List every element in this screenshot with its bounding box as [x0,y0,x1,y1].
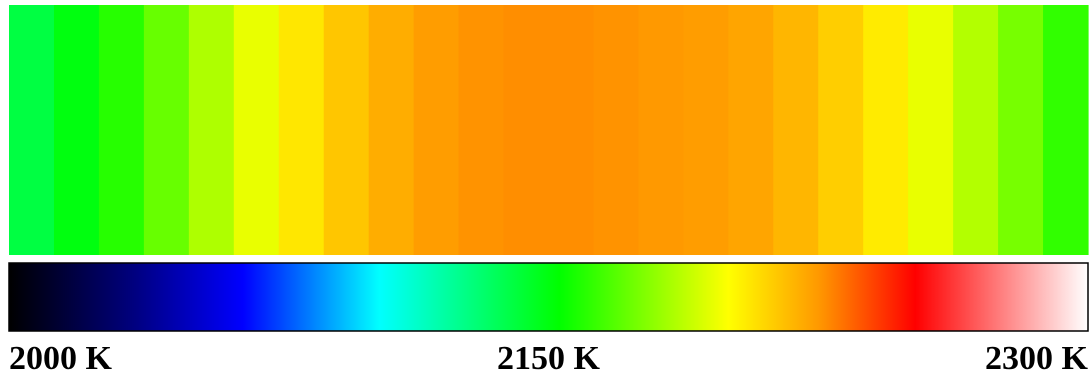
map-column [818,5,864,255]
map-column [908,5,954,255]
map-column [143,5,190,255]
map-column [9,5,55,255]
map-column [728,5,774,255]
map-column [503,5,550,255]
map-column [98,5,145,255]
colorbar-tick-label: 2150 K [497,340,601,377]
map-column [458,5,505,255]
map-column [773,5,819,255]
map-column [953,5,999,255]
colorbar-tick-label: 2000 K [9,340,113,377]
map-column [278,5,325,255]
temperature-map [9,5,1089,255]
map-column [593,5,640,255]
map-column [368,5,415,255]
map-column [683,5,729,255]
map-column [233,5,280,255]
map-column [188,5,235,255]
map-column [998,5,1044,255]
map-column [548,5,595,255]
map-column [863,5,909,255]
map-column [1043,5,1089,255]
map-column [53,5,100,255]
map-column [638,5,684,255]
map-column [323,5,370,255]
map-column [413,5,460,255]
colorbar-tick-label: 2300 K [985,340,1089,377]
colorbar [8,262,1089,332]
